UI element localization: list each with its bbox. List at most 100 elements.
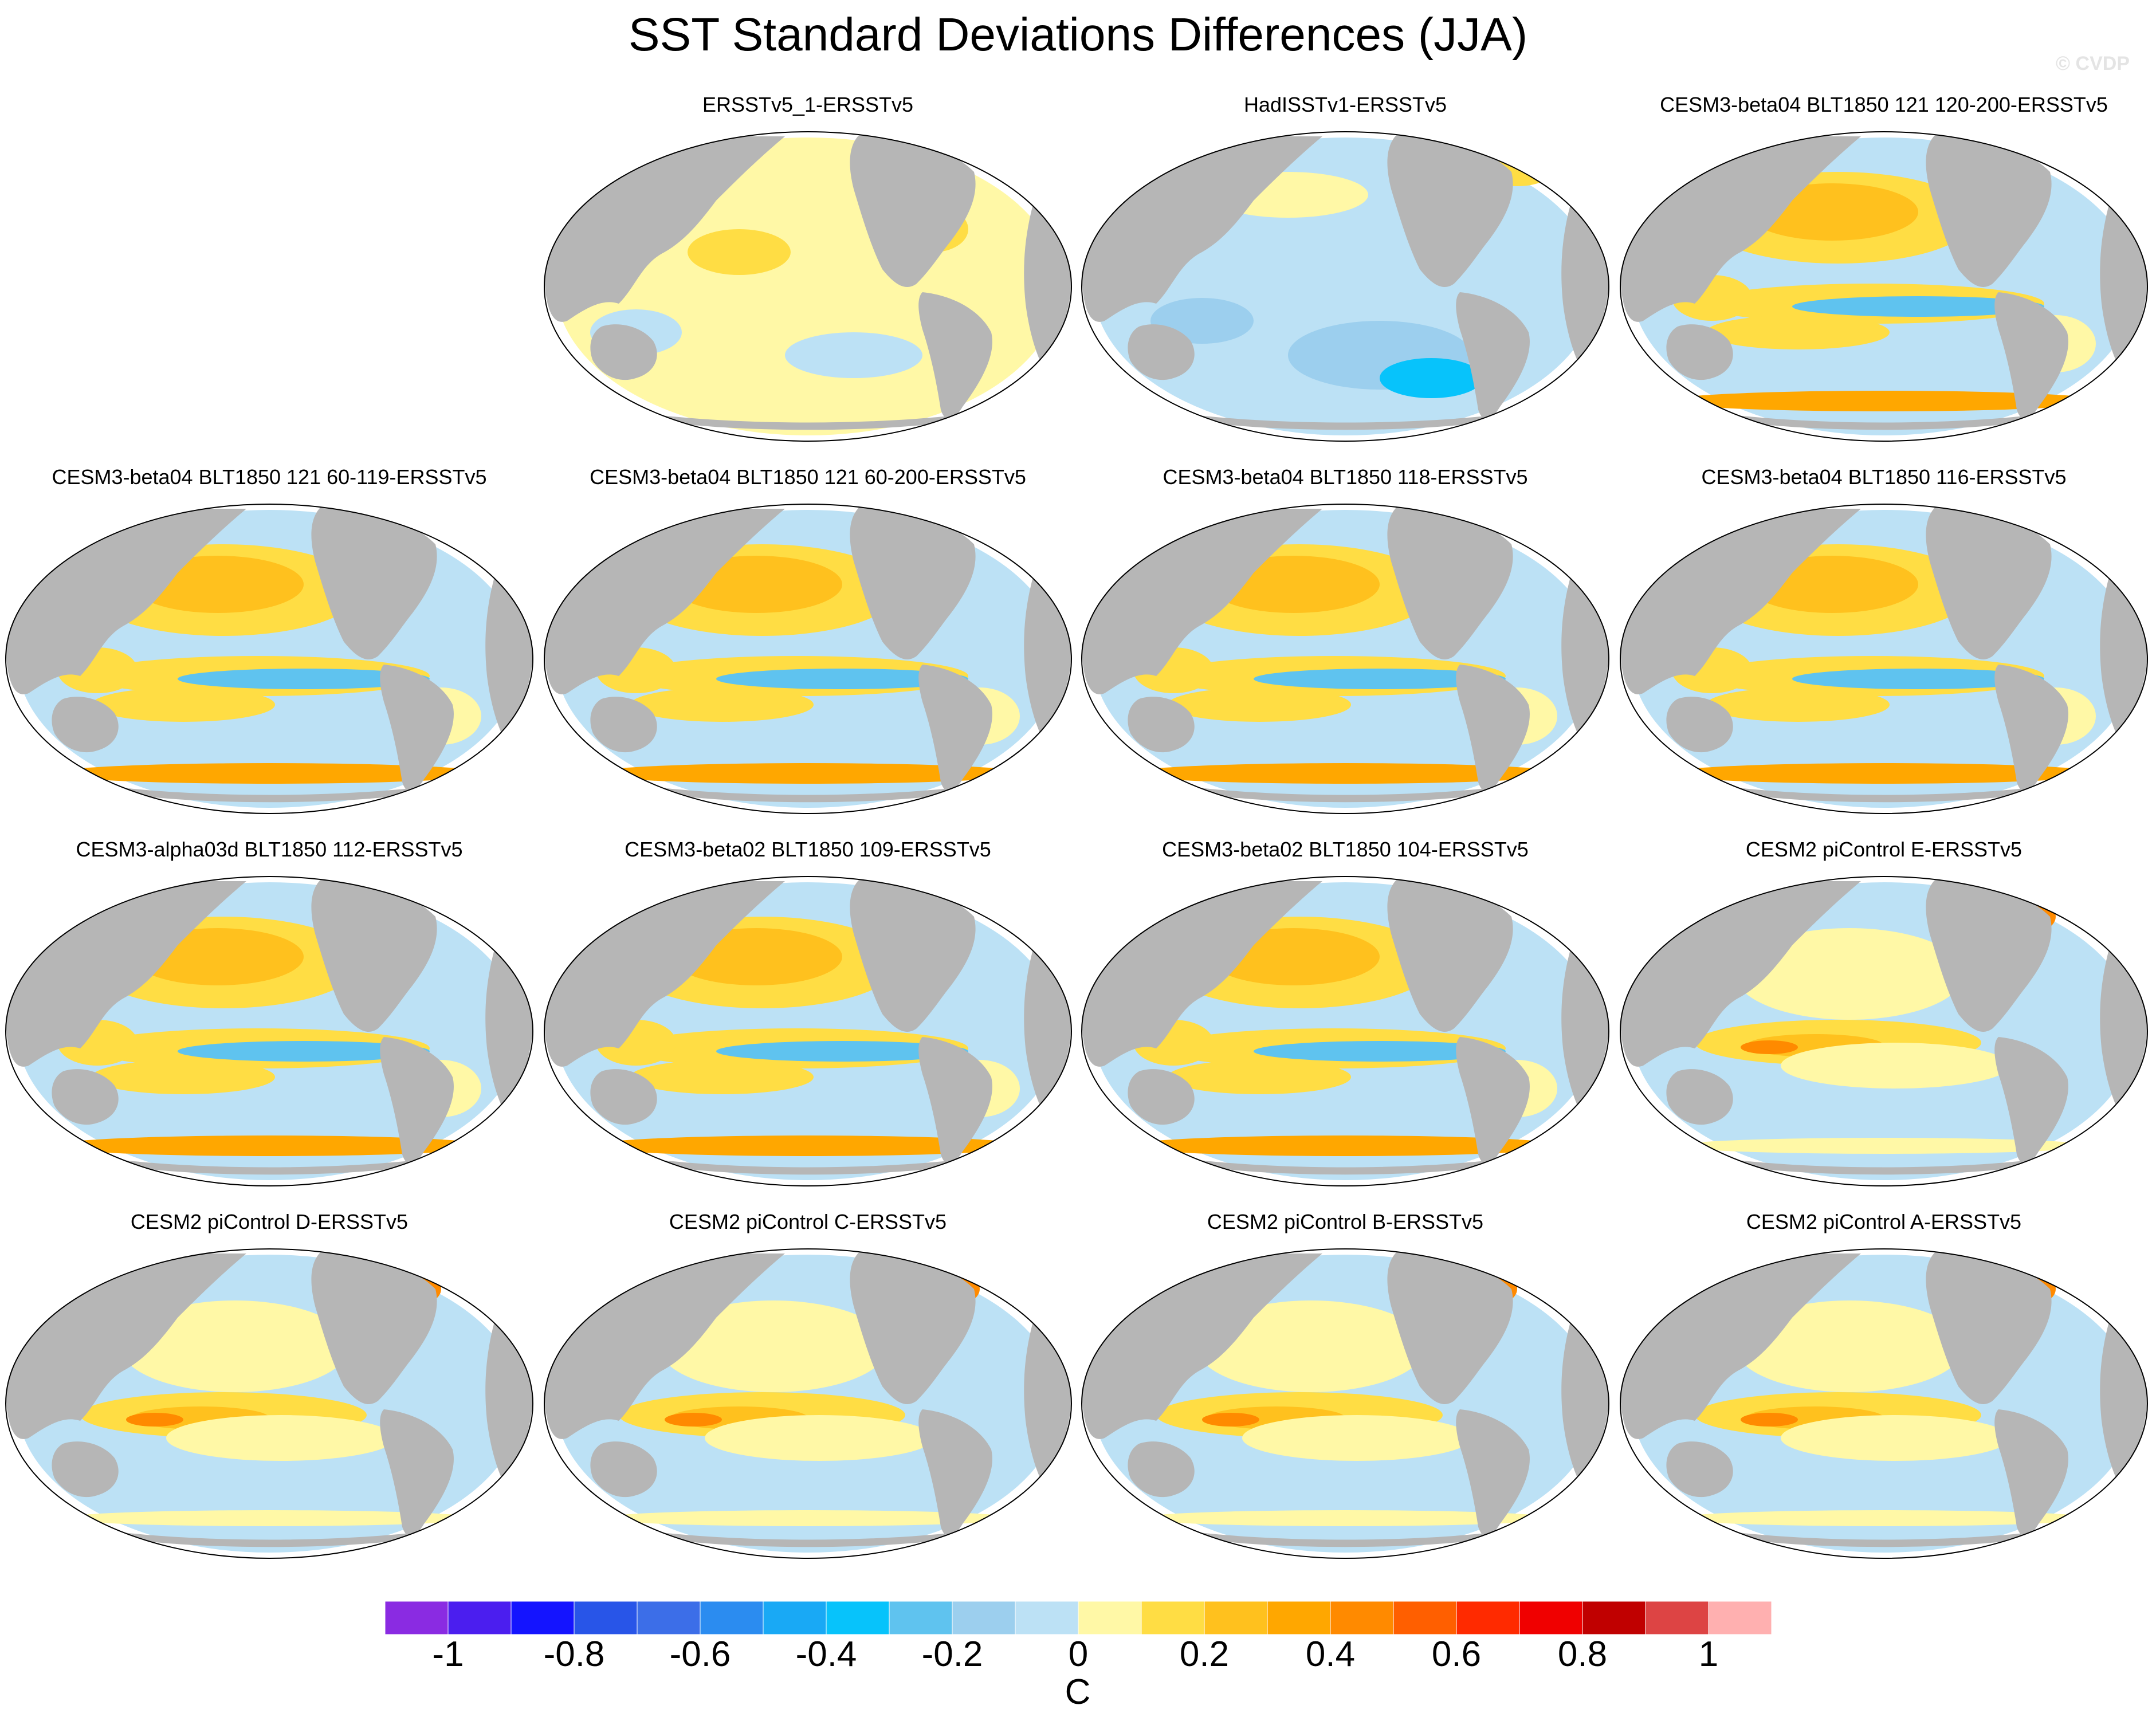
colorbar-tick-label: -0.8: [543, 1634, 605, 1674]
anomaly-region: [1741, 1413, 1798, 1427]
anomaly-region: [52, 763, 487, 784]
map-panel: [5, 876, 533, 1186]
panel-title: CESM2 piControl D-ERSSTv5: [130, 1210, 409, 1233]
anomaly-region: [1706, 687, 1890, 722]
panel-title: CESM3-beta02 BLT1850 104-ERSSTv5: [1162, 838, 1529, 861]
anomaly-region: [688, 229, 791, 275]
anomaly-region: [590, 1135, 1026, 1156]
map-border: [5, 1248, 533, 1559]
anomaly-region: [92, 687, 275, 722]
anomaly-region: [63, 1510, 476, 1526]
map-panel: [544, 504, 1072, 814]
anomaly-region: [1168, 687, 1351, 722]
anomaly-region: [178, 669, 430, 689]
panel-title: CESM3-beta04 BLT1850 121 120-200-ERSSTv5: [1660, 93, 2108, 116]
colorbar-tick-label: 0.2: [1179, 1634, 1230, 1674]
map-panel: [1081, 131, 1609, 442]
map-border: [1081, 1248, 1609, 1559]
colorbar-tick-label: 1: [1698, 1634, 1719, 1674]
anomaly-region: [178, 1041, 430, 1062]
anomaly-region: [1380, 358, 1483, 398]
map-border: [544, 1248, 1072, 1559]
anomaly-region: [166, 1415, 395, 1461]
anomaly-region: [705, 1415, 934, 1461]
panel-title: CESM2 piControl E-ERSSTv5: [1745, 838, 2023, 861]
colorbar-tick-label: -1: [432, 1634, 464, 1674]
anomaly-region: [1666, 763, 2102, 784]
map-border: [1620, 876, 2148, 1186]
panel-title: CESM3-beta02 BLT1850 109-ERSSTv5: [625, 838, 991, 861]
anomaly-region: [126, 1413, 183, 1427]
map-border: [5, 876, 533, 1186]
anomaly-region: [1254, 669, 1506, 689]
map-border: [1620, 131, 2148, 442]
map-panel: [544, 131, 1072, 442]
panel-title: CESM3-beta04 BLT1850 118-ERSSTv5: [1163, 465, 1528, 489]
anomaly-region: [1139, 1510, 1552, 1526]
map-border: [544, 876, 1072, 1186]
colorbar-tick-label: 0: [1068, 1634, 1089, 1674]
anomaly-region: [120, 1300, 349, 1392]
map-panel: [1081, 1248, 1609, 1559]
map-border: [544, 504, 1072, 814]
anomaly-region: [1254, 1041, 1506, 1062]
panel-title: CESM2 piControl A-ERSSTv5: [1746, 1210, 2022, 1233]
anomaly-region: [1168, 1060, 1351, 1094]
anomaly-region: [1792, 296, 2044, 317]
map-border: [5, 504, 533, 814]
colorbar-tick-label: 0.6: [1431, 1634, 1482, 1674]
anomaly-region: [1128, 1135, 1563, 1156]
colorbar-unit: C: [1065, 1672, 1091, 1712]
map-panel: [544, 876, 1072, 1186]
map-panel: [5, 1248, 533, 1559]
anomaly-region: [1741, 1040, 1798, 1054]
anomaly-region: [716, 1041, 968, 1062]
anomaly-region: [1202, 1413, 1259, 1427]
panel-title: CESM3-beta04 BLT1850 121 60-200-ERSSTv5: [590, 465, 1026, 489]
cvdp-watermark: © CVDP: [2056, 53, 2130, 74]
colorbar-tick-label: -0.4: [795, 1634, 857, 1674]
map-panel: [1620, 504, 2148, 814]
anomaly-region: [1735, 928, 1964, 1020]
anomaly-region: [1128, 763, 1563, 784]
colorbar-tick-label: -0.6: [669, 1634, 731, 1674]
map-panel: [1081, 876, 1609, 1186]
panel-title: CESM2 piControl B-ERSSTv5: [1207, 1210, 1484, 1233]
anomaly-region: [1781, 1043, 2010, 1089]
colorbar-tick-label: -0.2: [921, 1634, 983, 1674]
map-panel: [1620, 876, 2148, 1186]
anomaly-region: [1706, 315, 1890, 349]
panel-title: HadISSTv1-ERSSTv5: [1243, 93, 1447, 116]
anomaly-region: [665, 1413, 722, 1427]
map-border: [1620, 1248, 2148, 1559]
anomaly-region: [630, 1060, 814, 1094]
colorbar-tick-label: 0.8: [1557, 1634, 1608, 1674]
anomaly-region: [1666, 391, 2102, 411]
panel-title: CESM3-beta04 BLT1850 121 60-119-ERSSTv5: [52, 465, 487, 489]
anomaly-region: [602, 1510, 1014, 1526]
map-panel: [1081, 504, 1609, 814]
map-border: [544, 131, 1072, 442]
panel-title: CESM2 piControl C-ERSSTv5: [669, 1210, 947, 1233]
map-panel: [1620, 1248, 2148, 1559]
anomaly-region: [659, 1300, 888, 1392]
anomaly-region: [1242, 1415, 1471, 1461]
anomaly-region: [1735, 1300, 1964, 1392]
map-border: [1081, 504, 1609, 814]
anomaly-region: [1678, 1510, 2090, 1526]
anomaly-region: [590, 763, 1026, 784]
anomaly-region: [1678, 1138, 2090, 1154]
map-border: [1081, 131, 1609, 442]
anomaly-region: [92, 1060, 275, 1094]
panel-title: ERSSTv5_1-ERSSTv5: [702, 93, 914, 116]
map-panel: [544, 1248, 1072, 1559]
anomaly-region: [785, 332, 922, 378]
anomaly-region: [716, 669, 968, 689]
anomaly-region: [1781, 1415, 2010, 1461]
colorbar-tick-label: 0.4: [1305, 1634, 1356, 1674]
anomaly-region: [52, 1135, 487, 1156]
panel-title: CESM3-alpha03d BLT1850 112-ERSSTv5: [76, 838, 463, 861]
map-panel: [1620, 131, 2148, 442]
map-panel: [5, 504, 533, 814]
